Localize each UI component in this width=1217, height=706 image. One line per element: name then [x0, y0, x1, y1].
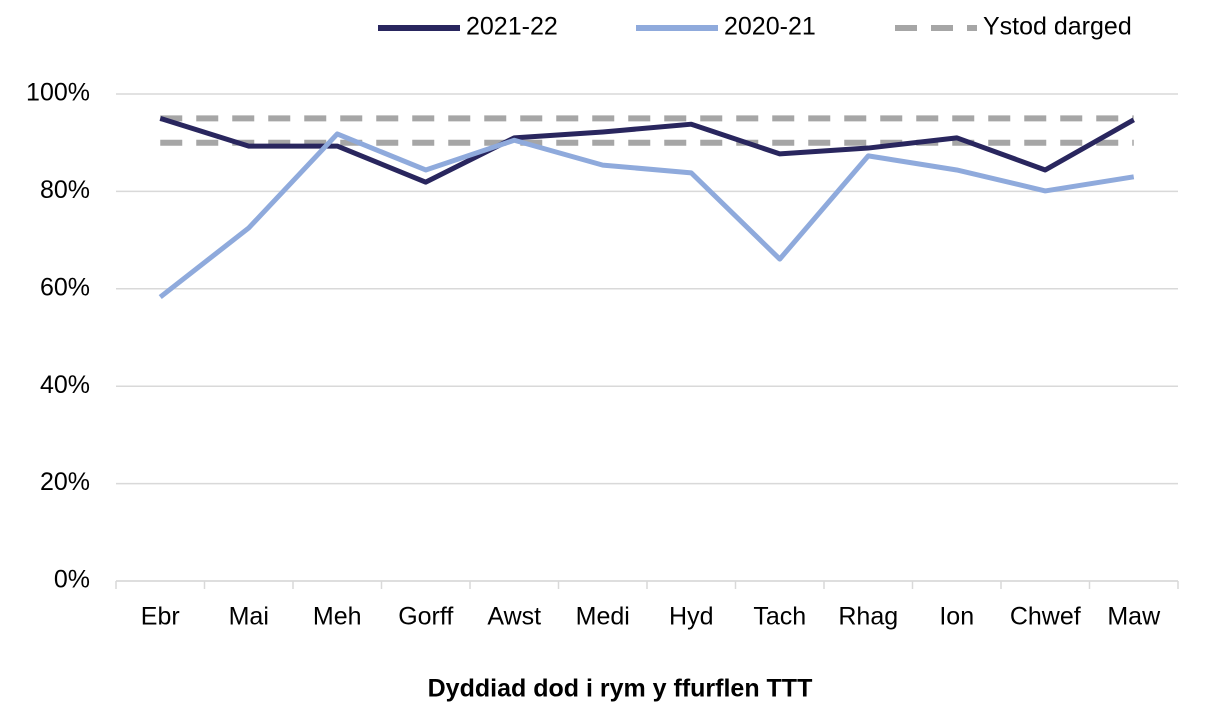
y-tick-label: 100%	[26, 79, 90, 107]
series-line	[159, 115, 1135, 185]
y-tick-label: 80%	[40, 176, 90, 204]
y-tick-label: 20%	[40, 468, 90, 496]
x-tick-label: Medi	[576, 603, 630, 631]
x-tick-label: Ion	[939, 603, 974, 631]
x-tick-label: Gorff	[398, 603, 453, 631]
x-tick-label: Hyd	[669, 603, 713, 631]
x-tick-label: Awst	[487, 603, 541, 631]
series-line	[158, 131, 1135, 300]
x-tick-label: Mai	[229, 603, 269, 631]
y-tick-label: 60%	[40, 273, 90, 301]
x-tick-label: Ebr	[141, 603, 180, 631]
y-tick-label: 0%	[54, 566, 90, 594]
legend-label: 2020-21	[724, 13, 816, 41]
x-tick-label: Tach	[753, 603, 806, 631]
x-axis-label: Dyddiad dod i rym y ffurflen TTT	[428, 675, 813, 703]
legend-label: Ystod darged	[983, 13, 1132, 41]
x-tick-label: Meh	[313, 603, 362, 631]
x-tick-label: Chwef	[1010, 603, 1081, 631]
x-tick-label: Rhag	[838, 603, 898, 631]
legend-label: 2021-22	[466, 13, 558, 41]
x-tick-label: Maw	[1107, 603, 1161, 631]
y-tick-label: 40%	[40, 371, 90, 399]
